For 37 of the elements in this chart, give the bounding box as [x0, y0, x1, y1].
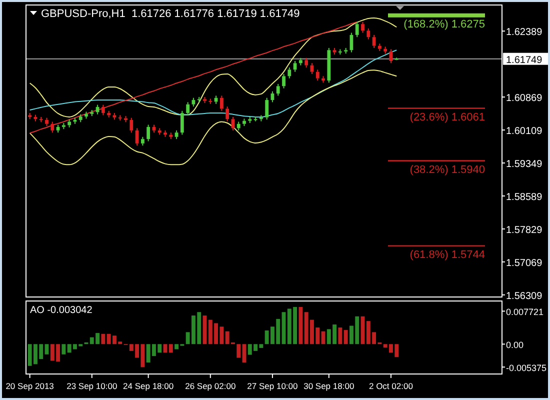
y-tick-label: 1.57829: [506, 224, 543, 236]
bar: [168, 344, 173, 353]
bar: [338, 327, 342, 344]
ref-line-label: (23.6%) 1.6061: [410, 111, 485, 124]
y-tick-label: 1.57069: [506, 258, 543, 269]
x-tick-label: 24 Sep 18:00: [123, 381, 174, 391]
ref-line-label: 1.61749: [506, 54, 543, 66]
chart-title: AO -0.003042: [30, 305, 93, 316]
bar: [298, 306, 303, 344]
x-tick-label: 27 Sep 10:00: [247, 381, 298, 391]
y-tick-label: 1.58589: [506, 192, 543, 203]
ref-line-label: (61.8%) 1.5744: [410, 248, 485, 261]
bar: [44, 344, 49, 354]
candlestick: [236, 121, 240, 131]
x-tick-label: 20 Sep 2013: [6, 381, 54, 391]
bar: [344, 330, 348, 344]
y-tick-label: 0.007721: [506, 307, 544, 318]
y-tick-label: -0.005375: [506, 363, 547, 374]
y-tick-label: 1.60109: [506, 126, 543, 137]
y-tick-label: 1.59349: [506, 158, 543, 170]
y-tick-label: 1.60869: [506, 93, 543, 104]
x-tick-label: 2 Oct 02:00: [368, 381, 414, 391]
y-tick-label: 1.62389: [506, 27, 543, 38]
line-series: [29, 21, 358, 134]
ref-line-label: (168.2%) 1.6275: [404, 18, 485, 30]
y-tick-label: 0.00: [506, 340, 524, 350]
x-tick-label: 26 Sep 02:00: [185, 381, 236, 391]
ref-line-label: (38.2%) 1.5940: [410, 164, 485, 176]
y-tick-label: 1.56309: [506, 290, 543, 302]
bar: [236, 344, 241, 358]
line-series: [29, 70, 398, 166]
x-tick-label: 30 Sep 18:00: [304, 381, 354, 391]
candlestick: [220, 95, 224, 112]
bar: [101, 334, 106, 344]
bar: [62, 344, 66, 354]
x-tick-label: 23 Sep 10:00: [66, 381, 118, 391]
chart-title: GBPUSD-Pro,H1 1.61726 1.61776 1.61719 1.61749: [41, 8, 300, 20]
